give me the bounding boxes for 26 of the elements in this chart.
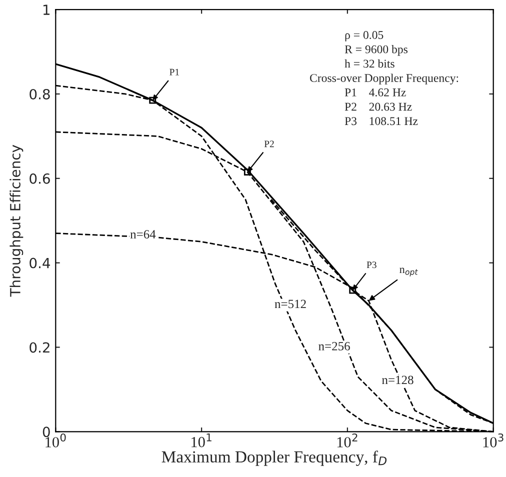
annotation: ρ = 0.05 [345, 30, 384, 42]
x-axis-title: Maximum Doppler Frequency, f$_{D}$ [162, 450, 387, 466]
x-tick-label: 10$^{2}$ [337, 433, 358, 448]
y-tick-label: 0.4 [30, 258, 50, 268]
annotation: P2 [264, 140, 274, 148]
annotation: Cross-over Doppler Frequency: [310, 74, 458, 84]
annotation: P3 [366, 262, 376, 268]
annotation: h = 32 bits [344, 59, 394, 68]
annotation: n=512 [274, 300, 306, 308]
y-tick-label: 1 [43, 4, 50, 15]
annotation: P3 108.51 Hz [344, 117, 418, 126]
y-tick-label: 0 [42, 426, 50, 438]
annotation: n=64 [130, 230, 156, 239]
annotation: P1 4.62 Hz [344, 88, 406, 96]
y-tick-label: 0.8 [30, 88, 50, 100]
y-tick-label: 0.2 [30, 342, 50, 353]
annotation: n=128 [382, 376, 414, 384]
annotation: R = 9600 bps [344, 45, 408, 56]
x-tick-label: 10$^{3}$ [483, 433, 504, 448]
annotation: n=256 [318, 342, 350, 350]
y-tick-label: 0.6 [30, 173, 50, 184]
annotation: n$_{opt}$ [400, 268, 418, 276]
x-tick-label: 10$^{1}$ [192, 433, 212, 448]
annotation: P2 20.63 Hz [344, 102, 412, 111]
annotation: P1 [170, 68, 179, 76]
y-axis-title: Throughput Efficiency [10, 144, 24, 297]
